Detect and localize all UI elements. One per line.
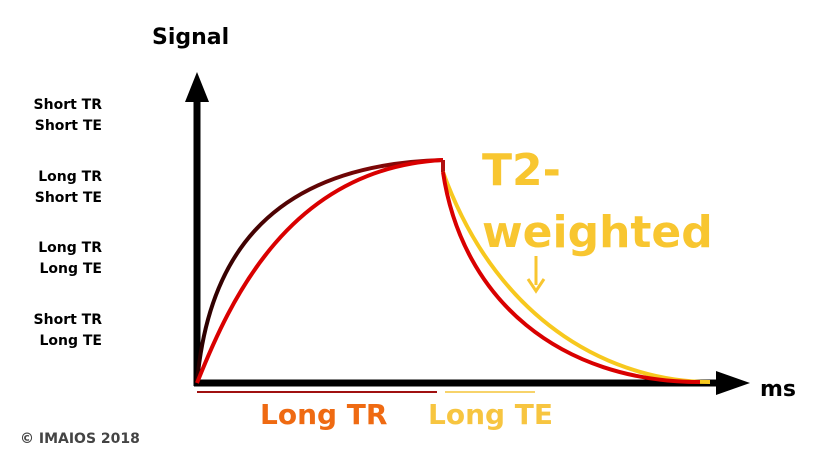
sequence-label-short-tr-long-te: Short TR Long TE (22, 310, 102, 352)
pointer-arrowhead (526, 278, 546, 294)
long-tr-label: Long TR (260, 398, 388, 431)
sequence-label-te: Long TE (39, 261, 102, 277)
decay-curve-short-t2 (441, 171, 701, 384)
sequence-label-te: Short TE (34, 118, 102, 134)
y-axis-title: Signal (152, 25, 230, 50)
sequence-label-short-tr-short-te: Short TR Short TE (22, 95, 102, 137)
recovery-curve-fast (195, 158, 444, 384)
sequence-label-tr: Long TR (38, 240, 102, 256)
t2-weighted-label: T2- weighted (482, 140, 713, 264)
recovery-curve-slow (195, 158, 444, 384)
x-axis-arrowhead (716, 371, 750, 395)
sequence-label-tr: Long TR (38, 169, 102, 185)
t2-weighted-line2: weighted (482, 207, 713, 258)
sequence-label-tr: Short TR (33, 312, 102, 328)
long-te-label: Long TE (428, 398, 554, 431)
t2-weighted-line1: T2- (482, 145, 561, 196)
sequence-label-long-tr-short-te: Long TR Short TE (22, 167, 102, 209)
sequence-label-tr: Short TR (33, 97, 102, 113)
sequence-label-te: Short TE (34, 190, 102, 206)
sequence-label-long-tr-long-te: Long TR Long TE (22, 238, 102, 280)
y-axis-arrowhead (185, 72, 209, 102)
copyright-notice: © IMAIOS 2018 (20, 431, 140, 447)
sequence-label-te: Long TE (39, 333, 102, 349)
x-axis-unit: ms (760, 377, 797, 402)
